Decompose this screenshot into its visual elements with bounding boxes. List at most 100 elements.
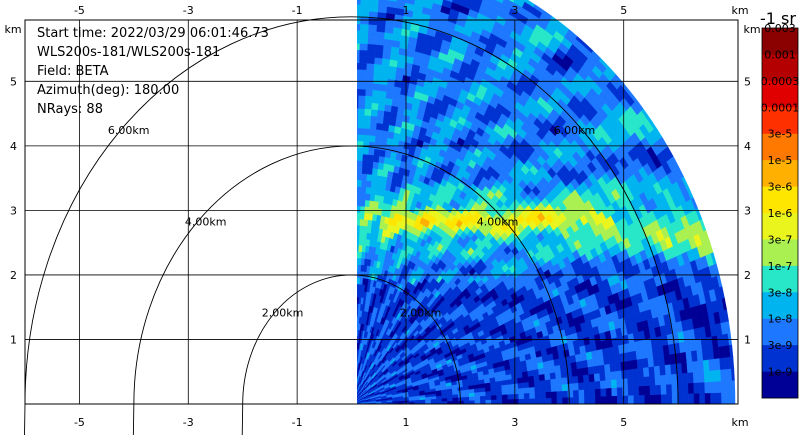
field-cell	[367, 37, 377, 45]
field-cell	[382, 45, 392, 54]
field-cell	[352, 290, 355, 297]
field-cell	[386, 0, 397, 8]
field-cell	[593, 365, 600, 375]
field-cell	[720, 380, 728, 393]
field-cell	[367, 24, 377, 32]
y-tick-label-right: 1	[744, 333, 751, 346]
field-cell	[654, 374, 662, 386]
field-cell	[357, 277, 358, 285]
field-cell	[538, 373, 546, 381]
field-cell	[377, 162, 384, 170]
field-cell	[377, 0, 388, 7]
field-cell	[352, 394, 353, 401]
field-cell	[371, 95, 380, 104]
field-cell	[572, 389, 580, 398]
field-cell	[384, 25, 394, 34]
field-cell	[368, 200, 375, 208]
range-ring	[242, 274, 461, 405]
field-cell	[362, 153, 369, 162]
field-cell	[357, 17, 361, 25]
field-cell	[687, 371, 694, 384]
y-tick-label-left: 3	[10, 204, 17, 217]
field-cell	[364, 101, 372, 110]
field-cell	[730, 355, 736, 369]
field-cell	[544, 372, 551, 381]
field-cell	[357, 192, 362, 200]
field-cell	[721, 392, 728, 405]
field-cell	[375, 129, 383, 137]
field-cell	[715, 392, 722, 405]
field-cell	[573, 396, 580, 405]
field-cell	[556, 384, 563, 392]
field-cell	[357, 173, 362, 181]
field-cell	[357, 283, 360, 291]
field-cell	[353, 395, 355, 401]
field-cell	[562, 390, 569, 398]
field-cell	[655, 394, 662, 405]
field-cell	[357, 4, 361, 12]
field-cell	[352, 193, 357, 200]
field-cell	[354, 389, 356, 395]
field-cell	[357, 218, 360, 226]
field-cell	[358, 88, 366, 96]
colorbar-label: 3e-5	[768, 128, 793, 141]
field-cell	[560, 370, 568, 379]
field-cell	[352, 368, 353, 375]
field-cell	[588, 373, 595, 383]
field-cell	[660, 384, 667, 395]
range-ring-tail	[241, 403, 244, 435]
field-cell	[362, 232, 367, 240]
x-unit-label-top: km	[731, 4, 748, 17]
field-cell	[352, 323, 354, 330]
field-cell	[362, 225, 368, 233]
field-cell	[353, 395, 355, 401]
field-cell	[709, 369, 716, 382]
field-cell	[378, 90, 387, 99]
field-cell	[595, 396, 602, 405]
field-cell	[357, 43, 360, 51]
field-cell	[357, 23, 361, 31]
field-cell	[551, 390, 558, 399]
field-cell	[372, 154, 380, 163]
field-cell	[381, 123, 390, 132]
field-cell	[358, 69, 367, 77]
field-cell	[354, 342, 356, 349]
field-cell	[693, 392, 700, 405]
field-cell	[587, 365, 595, 375]
field-cell	[653, 365, 661, 376]
field-cell	[550, 384, 558, 392]
field-cell	[358, 244, 363, 252]
field-cell	[353, 388, 355, 394]
field-cell	[383, 156, 391, 165]
field-cell	[357, 251, 362, 259]
field-cell	[452, 397, 459, 402]
field-cell	[359, 23, 369, 32]
field-cell	[365, 180, 372, 188]
field-cell	[360, 199, 366, 207]
field-cell	[357, 257, 362, 265]
field-cell	[383, 104, 392, 113]
field-cell	[352, 394, 353, 400]
field-cell	[364, 95, 373, 103]
field-cell	[359, 205, 365, 214]
field-cell	[372, 83, 381, 91]
field-cell	[442, 0, 454, 3]
field-cell	[670, 373, 678, 385]
field-cell	[379, 83, 388, 92]
colorbar: 0.003 0.001 0.0003 0.0001 3e-5 1e-5 3e-6 1e-6 3e…	[761, 22, 800, 399]
field-cell	[474, 399, 481, 405]
range-ring-label: 4.00km	[477, 215, 519, 228]
field-cell	[352, 395, 354, 401]
colorbar-label: 0.0003	[761, 75, 800, 88]
field-cell	[681, 372, 689, 384]
field-cell	[666, 383, 673, 395]
field-cell	[550, 378, 557, 386]
field-cell	[353, 396, 357, 401]
field-cell	[353, 355, 354, 362]
range-ring-label: 4.00km	[185, 215, 227, 228]
range-ring-label: 2.00km	[262, 307, 304, 320]
field-cell	[355, 375, 357, 382]
field-cell	[606, 395, 613, 405]
field-cell	[731, 379, 736, 393]
field-cell	[367, 154, 374, 162]
